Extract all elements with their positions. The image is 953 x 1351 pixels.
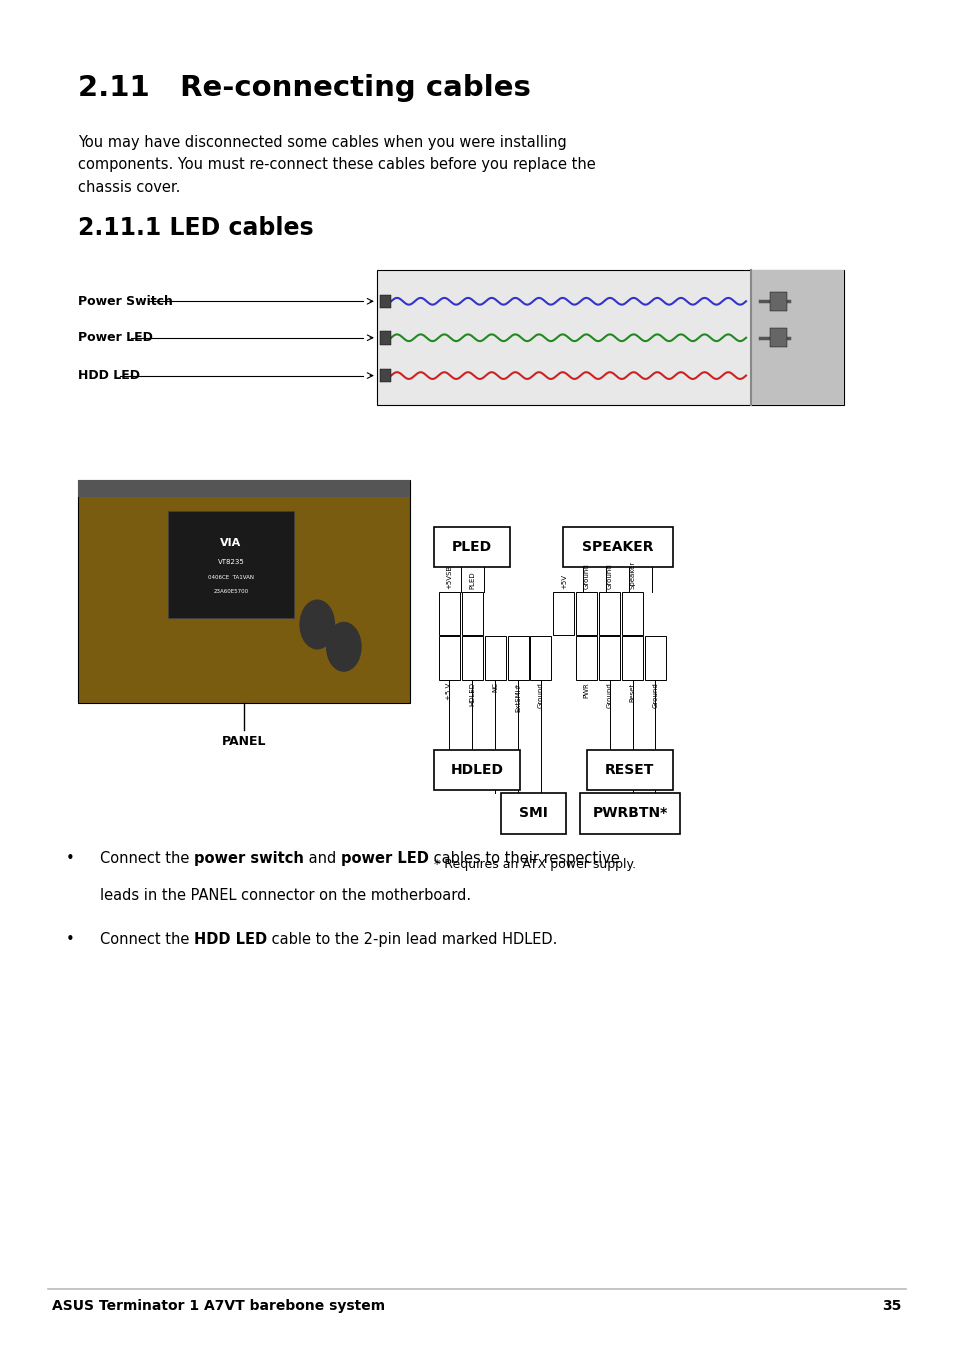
- Bar: [379, 331, 391, 345]
- Bar: [644, 636, 665, 680]
- Text: Ground: Ground: [606, 563, 612, 589]
- Text: •: •: [65, 851, 74, 866]
- Bar: [168, 511, 294, 617]
- Text: VIA: VIA: [220, 538, 241, 549]
- Text: •: •: [65, 932, 74, 947]
- Bar: [621, 592, 642, 635]
- Bar: [434, 527, 510, 567]
- Text: NC: NC: [492, 682, 497, 692]
- Text: cable to the 2-pin lead marked HDLED.: cable to the 2-pin lead marked HDLED.: [267, 932, 558, 947]
- Text: power LED: power LED: [340, 851, 428, 866]
- Text: Reset: Reset: [629, 682, 635, 701]
- Bar: [500, 793, 565, 834]
- Text: ASUS Terminator 1 A7VT barebone system: ASUS Terminator 1 A7VT barebone system: [52, 1300, 385, 1313]
- Text: PWRBTN*: PWRBTN*: [592, 807, 667, 820]
- Bar: [434, 750, 519, 790]
- Text: leads in the PANEL connector on the motherboard.: leads in the PANEL connector on the moth…: [100, 888, 471, 902]
- Bar: [461, 592, 482, 635]
- Bar: [507, 636, 528, 680]
- Text: Connect the: Connect the: [100, 851, 194, 866]
- Bar: [376, 270, 843, 405]
- Text: 0406CE  TA1VAN: 0406CE TA1VAN: [208, 574, 253, 580]
- Text: +5 V: +5 V: [446, 682, 452, 700]
- Text: Ground: Ground: [583, 563, 589, 589]
- Bar: [576, 592, 597, 635]
- Bar: [769, 328, 786, 347]
- Text: +5VSB: +5VSB: [446, 565, 452, 589]
- Text: 2.11.1 LED cables: 2.11.1 LED cables: [78, 216, 314, 240]
- Text: HDD LED: HDD LED: [194, 932, 267, 947]
- Text: HDLED: HDLED: [469, 682, 475, 707]
- Bar: [78, 480, 410, 497]
- Text: VT8235: VT8235: [217, 559, 244, 565]
- Text: SMI: SMI: [518, 807, 547, 820]
- Text: * Requires an ATX power supply.: * Requires an ATX power supply.: [434, 858, 636, 871]
- Bar: [530, 636, 551, 680]
- Text: PLED: PLED: [452, 540, 492, 554]
- Text: +5V: +5V: [560, 574, 566, 589]
- Text: PWR: PWR: [583, 682, 589, 698]
- Bar: [579, 793, 679, 834]
- Text: and: and: [304, 851, 340, 866]
- Text: PANEL: PANEL: [222, 735, 266, 748]
- Text: Power Switch: Power Switch: [78, 295, 172, 308]
- Text: Power LED: Power LED: [78, 331, 152, 345]
- Text: power switch: power switch: [194, 851, 304, 866]
- Bar: [484, 636, 505, 680]
- Text: Ground: Ground: [606, 682, 612, 708]
- Bar: [562, 527, 672, 567]
- Text: 23A60E5700: 23A60E5700: [213, 589, 248, 593]
- Bar: [621, 636, 642, 680]
- Text: HDD LED: HDD LED: [78, 369, 140, 382]
- Bar: [438, 636, 459, 680]
- Circle shape: [326, 623, 360, 671]
- Bar: [598, 592, 619, 635]
- Bar: [598, 636, 619, 680]
- Bar: [461, 636, 482, 680]
- Bar: [78, 480, 410, 703]
- Text: PLED: PLED: [469, 571, 475, 589]
- Text: Ground: Ground: [652, 682, 658, 708]
- Text: RESET: RESET: [604, 763, 654, 777]
- Bar: [379, 369, 391, 382]
- Bar: [586, 750, 672, 790]
- Bar: [750, 270, 843, 405]
- Text: ExtSMI#: ExtSMI#: [515, 682, 520, 712]
- Text: cables to their respective: cables to their respective: [428, 851, 619, 866]
- Text: You may have disconnected some cables when you were installing
components. You m: You may have disconnected some cables wh…: [78, 135, 596, 195]
- Text: Connect the: Connect the: [100, 932, 194, 947]
- Bar: [576, 636, 597, 680]
- Text: Speaker: Speaker: [629, 561, 635, 589]
- Bar: [769, 292, 786, 311]
- Bar: [553, 592, 574, 635]
- Text: SPEAKER: SPEAKER: [581, 540, 653, 554]
- Bar: [379, 295, 391, 308]
- Text: Ground: Ground: [537, 682, 543, 708]
- Bar: [438, 592, 459, 635]
- Text: HDLED: HDLED: [450, 763, 503, 777]
- Circle shape: [300, 600, 335, 648]
- Text: 35: 35: [882, 1300, 901, 1313]
- Text: 2.11   Re-connecting cables: 2.11 Re-connecting cables: [78, 74, 531, 103]
